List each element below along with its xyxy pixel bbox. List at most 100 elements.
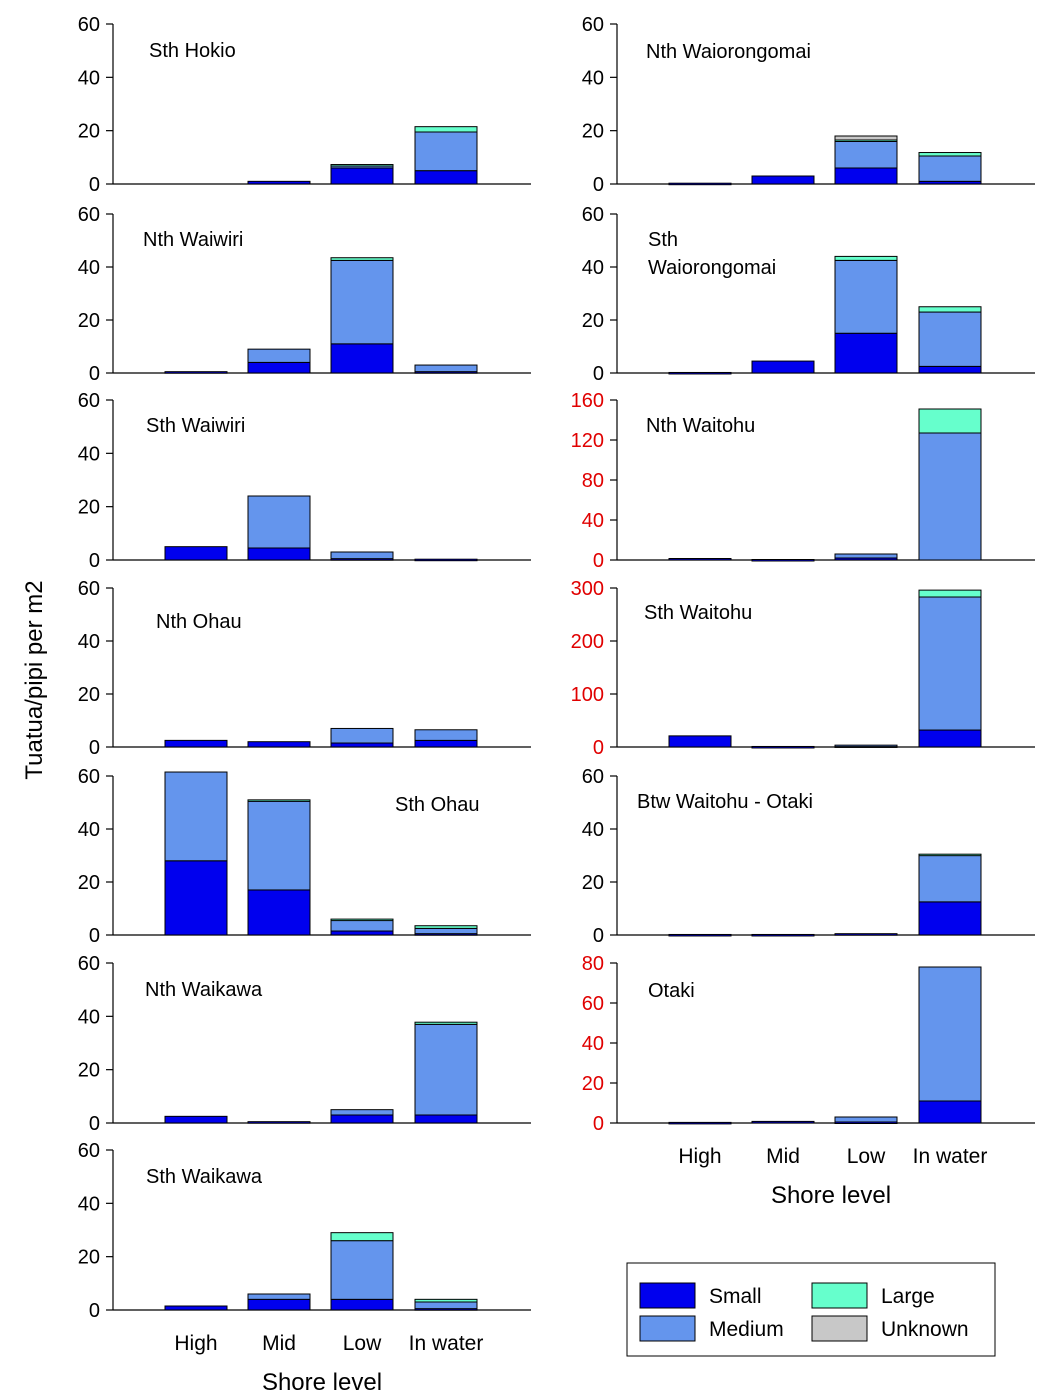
bar-small <box>247 180 311 185</box>
y-tick-label: 0 <box>89 737 100 759</box>
panel-5: 0 20 40 60 Sth Ohau <box>78 766 531 947</box>
panel-title: Nth Waitohu <box>646 415 755 437</box>
bar-large <box>330 1232 394 1242</box>
bar-small <box>164 860 228 936</box>
bar-small <box>668 558 732 561</box>
y-tick-label: 40 <box>78 257 100 279</box>
bar-medium <box>834 553 898 559</box>
bar-small <box>330 167 394 185</box>
bar-medium <box>330 551 394 560</box>
bar-large <box>918 306 982 313</box>
y-tick-label: 0 <box>89 1300 100 1322</box>
y-tick-label: 60 <box>78 766 100 788</box>
bar-large <box>330 918 394 922</box>
bar-small <box>164 1115 228 1124</box>
panel-7: 0 20 40 60 Sth Waikawa High Mid Low In water <box>78 1140 531 1355</box>
y-tick-label: 20 <box>582 121 604 143</box>
y-tick-label: 20 <box>78 121 100 143</box>
bar-medium <box>918 596 982 731</box>
bar-small <box>834 332 898 374</box>
y-tick-label: 0 <box>89 174 100 196</box>
y-tick-label: 0 <box>89 363 100 385</box>
bar-medium <box>330 727 394 744</box>
x-tick-label: High <box>174 1332 217 1355</box>
y-tick-label: 0 <box>89 1113 100 1135</box>
y-tick-label: 20 <box>78 684 100 706</box>
panel-10: 0 40 80 120 160 Nth Waitohu <box>571 390 1035 572</box>
bar-medium <box>247 348 311 363</box>
bar-large <box>834 255 898 261</box>
bar-small <box>330 343 394 374</box>
legend-label-large: Large <box>881 1285 935 1308</box>
panel-9: 0 20 40 60 Sth Waiorongomai <box>582 204 1035 385</box>
bar-medium <box>330 1240 394 1300</box>
bar-small <box>164 546 228 561</box>
y-tick-label: 0 <box>593 1113 604 1135</box>
x-tick-label: Mid <box>766 1145 800 1168</box>
y-axis-label: Tuatua/pipi per m2 <box>21 580 48 779</box>
bar-small <box>751 175 815 185</box>
bar-small <box>247 547 311 561</box>
legend-label-small: Small <box>709 1285 762 1308</box>
bar-small <box>247 1298 311 1311</box>
y-tick-label: 0 <box>89 550 100 572</box>
x-tick-label: Low <box>847 1145 886 1168</box>
bar-large <box>414 925 478 929</box>
y-tick-label: 60 <box>78 14 100 36</box>
bar-medium <box>247 800 311 891</box>
y-tick-label: 60 <box>78 953 100 975</box>
panel-title: Otaki <box>648 980 695 1002</box>
bar-medium <box>414 1023 478 1116</box>
bar-medium <box>414 364 478 373</box>
legend-frame <box>626 1262 996 1357</box>
bar-small <box>164 1305 228 1311</box>
y-tick-label: 120 <box>571 430 604 452</box>
y-tick-label: 60 <box>78 204 100 226</box>
y-tick-label: 160 <box>571 390 604 412</box>
x-axis-label-left: Shore level <box>262 1369 382 1396</box>
y-tick-label: 60 <box>78 390 100 412</box>
y-tick-label: 40 <box>78 67 100 89</box>
bar-medium <box>918 311 982 367</box>
bar-medium <box>164 771 228 862</box>
y-tick-label: 60 <box>78 578 100 600</box>
bar-large <box>918 152 982 157</box>
bar-small <box>751 1120 815 1124</box>
bar-medium <box>330 919 394 932</box>
bar-unknown <box>834 135 898 141</box>
y-tick-label: 40 <box>582 1033 604 1055</box>
bar-large <box>918 589 982 598</box>
panel-8: 0 20 40 60 Nth Waiorongomai <box>582 14 1035 196</box>
bar-medium <box>918 432 982 561</box>
bar-small <box>164 371 228 374</box>
y-tick-label: 0 <box>593 174 604 196</box>
y-tick-label: 80 <box>582 953 604 975</box>
y-tick-label: 60 <box>78 1140 100 1162</box>
panel-4: 0 20 40 60 Nth Ohau <box>78 578 531 759</box>
panel-title: Sth Waikawa <box>146 1166 263 1188</box>
bar-medium <box>414 131 478 172</box>
y-tick-label: 60 <box>582 993 604 1015</box>
bar-small <box>164 739 228 748</box>
bar-medium <box>247 1293 311 1300</box>
bar-medium <box>414 927 478 935</box>
bar-small <box>414 558 478 562</box>
bar-medium <box>414 1301 478 1310</box>
bar-medium <box>834 744 898 748</box>
x-tick-label: In water <box>409 1332 484 1355</box>
bar-medium <box>330 259 394 345</box>
y-tick-label: 40 <box>78 631 100 653</box>
bar-small <box>247 889 311 936</box>
legend-swatch-unknown <box>811 1315 868 1342</box>
bar-medium <box>834 1116 898 1123</box>
y-tick-label: 100 <box>571 684 604 706</box>
y-tick-label: 60 <box>582 204 604 226</box>
panel-11: 0 100 200 300 Sth Waitohu <box>571 578 1035 759</box>
panel-2: 0 20 40 60 Nth Waiwiri <box>78 204 531 385</box>
panel-title: Nth Waikawa <box>145 979 263 1001</box>
bar-small <box>330 742 394 748</box>
panel-title: Sth Hokio <box>149 40 236 62</box>
bar-small <box>918 365 982 374</box>
legend-swatch-small <box>639 1282 696 1309</box>
bar-medium <box>834 140 898 169</box>
